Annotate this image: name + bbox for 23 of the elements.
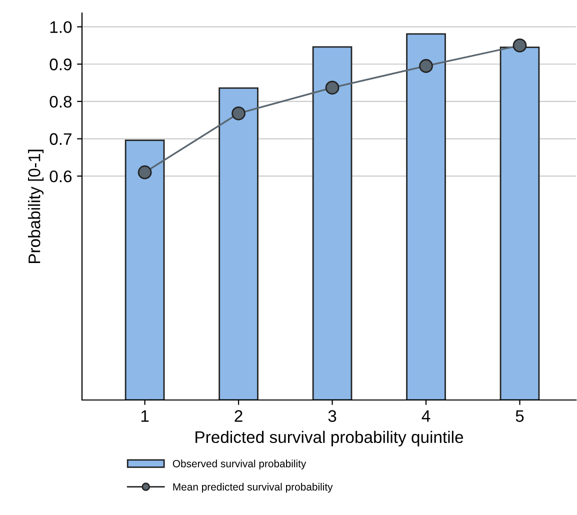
point [232, 106, 246, 120]
point [138, 165, 152, 180]
y-tick-label: 0.9 [50, 58, 72, 70]
bar [218, 87, 258, 400]
y-axis-title: Probability [0-1] [28, 150, 44, 264]
bar [124, 140, 165, 400]
bar [406, 33, 446, 400]
y-tick-label: 1.0 [50, 21, 72, 34]
y-tick-label: 0.6 [50, 170, 72, 182]
x-tick-label: 3 [328, 410, 336, 422]
legend-label: Observed survival probability [172, 460, 306, 470]
point [325, 80, 340, 95]
x-tick-label: 1 [141, 410, 149, 422]
x-axis-title: Predicted survival probability quintile [196, 430, 464, 446]
y-tick-label: 0.7 [50, 133, 72, 145]
legend-label: Mean predicted survival probability [173, 482, 333, 493]
point [512, 38, 527, 52]
y-tick-label: 0.8 [50, 96, 72, 108]
x-tick-label: 5 [516, 410, 524, 422]
x-tick-label: 2 [234, 410, 242, 422]
bar [312, 46, 352, 400]
point [419, 59, 433, 73]
x-tick-label: 4 [422, 410, 430, 422]
